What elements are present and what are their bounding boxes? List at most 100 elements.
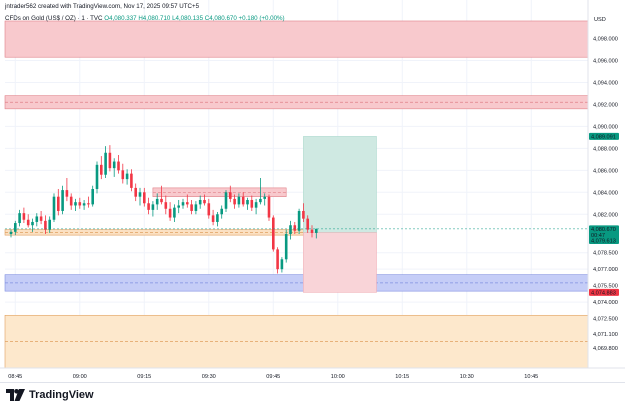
candle-body-63 bbox=[280, 259, 284, 270]
tradingview-logo-text: TradingView bbox=[29, 389, 94, 401]
candle-body-24 bbox=[112, 161, 116, 169]
price-label-bg-2 bbox=[589, 236, 619, 244]
candle-body-66 bbox=[293, 225, 297, 231]
footer-bar: TradingView bbox=[0, 382, 625, 410]
candle-body-13 bbox=[65, 190, 69, 197]
time-tick-4: 09:45 bbox=[266, 374, 280, 380]
price-tick-15: 4,069.800 bbox=[593, 346, 618, 352]
candle-body-8 bbox=[44, 220, 47, 230]
chart-author-line: jntrader562 created with TradingView.com… bbox=[5, 3, 200, 10]
candle-body-32 bbox=[147, 203, 150, 210]
ohlc-high: H4,080.710 bbox=[138, 15, 171, 22]
price-axis[interactable]: 4,098.000 4,096.000 4,094.000 4,092.000 4,09… bbox=[593, 37, 618, 353]
price-label-text-1: 4,080.670 bbox=[591, 227, 616, 233]
ohlc-low: L4,080.135 bbox=[172, 15, 204, 22]
tradingview-logo[interactable]: TradingView bbox=[6, 389, 94, 401]
candle-body-10 bbox=[52, 196, 56, 220]
price-tick-9: 4,078.500 bbox=[593, 251, 618, 257]
candle-body-39 bbox=[177, 205, 180, 208]
candle-body-9 bbox=[48, 219, 51, 230]
price-label-text-2: 4,079.613 bbox=[591, 238, 616, 244]
candle-body-50 bbox=[224, 192, 228, 209]
candle-body-45 bbox=[203, 199, 206, 204]
candle-body-37 bbox=[168, 208, 172, 218]
candle-body-12 bbox=[61, 190, 64, 211]
candle-body-28 bbox=[130, 173, 133, 188]
candle-body-40 bbox=[181, 202, 185, 206]
price-tick-10: 4,077.000 bbox=[593, 267, 618, 273]
ohlc-change: +0.180 (+0.00%) bbox=[238, 15, 285, 22]
time-tick-8: 10:45 bbox=[524, 374, 538, 380]
candle-body-54 bbox=[241, 196, 245, 205]
price-tick-11: 4,075.500 bbox=[593, 284, 618, 290]
chart-header: jntrader562 created with TradingView.com… bbox=[5, 3, 285, 22]
price-label-bg-3 bbox=[589, 288, 619, 296]
candle-body-20 bbox=[95, 164, 99, 189]
price-tick-13: 4,072.500 bbox=[593, 317, 618, 323]
symbol-name[interactable]: CFDs on Gold (US$ / OZ) · 1 · TVC bbox=[5, 15, 103, 22]
candle-body-48 bbox=[216, 214, 219, 222]
ohlc-close: C4,080.670 bbox=[204, 15, 237, 22]
price-tick-5: 4,088.000 bbox=[593, 146, 618, 152]
time-axis[interactable]: 08:45 09:00 09:15 09:30 09:45 10:00 10:15 10:30… bbox=[8, 374, 538, 380]
candle-body-11 bbox=[57, 196, 60, 211]
candle-body-70 bbox=[310, 229, 314, 233]
candle-body-49 bbox=[220, 208, 223, 215]
candle-body-36 bbox=[164, 202, 168, 209]
candle-body-53 bbox=[237, 196, 241, 205]
candle-body-58 bbox=[259, 198, 262, 203]
time-tick-1: 09:00 bbox=[73, 374, 87, 380]
price-label-text-0: 4,089.091 bbox=[591, 134, 616, 140]
candle-body-43 bbox=[194, 204, 198, 211]
price-tick-0: 4,098.000 bbox=[593, 37, 618, 43]
time-tick-0: 08:45 bbox=[8, 374, 22, 380]
candle-body-41 bbox=[186, 202, 189, 205]
candle-body-60 bbox=[267, 196, 271, 218]
long-position-tool[interactable] bbox=[303, 136, 377, 293]
price-chart[interactable]: USD 4,098.000 4,096.000 4,094.000 4,092.000… bbox=[0, 0, 625, 382]
candle-body-6 bbox=[35, 216, 39, 222]
candle-body-67 bbox=[297, 210, 301, 231]
candle-body-4 bbox=[26, 219, 30, 226]
candle-body-64 bbox=[284, 234, 288, 260]
currency-label: USD bbox=[594, 17, 606, 23]
candle-body-26 bbox=[121, 170, 125, 180]
price-tick-1: 4,096.000 bbox=[593, 59, 618, 65]
time-tick-5: 10:00 bbox=[331, 374, 345, 380]
candle-body-22 bbox=[104, 152, 107, 175]
red-supply-zone bbox=[4, 20, 589, 58]
candle-body-25 bbox=[117, 161, 120, 171]
price-tick-4: 4,090.000 bbox=[593, 124, 618, 130]
candle-body-62 bbox=[276, 249, 279, 270]
time-tick-2: 09:15 bbox=[137, 374, 151, 380]
candle-body-23 bbox=[108, 152, 112, 169]
zones-layer bbox=[4, 20, 589, 369]
position-stop-zone bbox=[303, 232, 377, 293]
candle-body-55 bbox=[246, 199, 249, 205]
candle-body-17 bbox=[82, 203, 86, 206]
price-label-bg-1 bbox=[589, 225, 619, 239]
tradingview-logo-icon bbox=[6, 389, 25, 401]
candle-body-30 bbox=[138, 192, 142, 197]
price-label-countdown-1: 00:47 bbox=[591, 233, 605, 239]
candle-body-7 bbox=[39, 216, 43, 221]
candle-body-57 bbox=[254, 202, 258, 208]
candle-body-16 bbox=[78, 202, 82, 206]
candle-body-1 bbox=[14, 223, 17, 232]
symbol-legend: CFDs on Gold (US$ / OZ) · 1 · TVC O4,080… bbox=[5, 15, 285, 22]
candle-body-19 bbox=[91, 189, 94, 205]
candle-body-31 bbox=[143, 192, 146, 204]
candle-body-29 bbox=[134, 187, 137, 197]
price-tick-6: 4,086.000 bbox=[593, 168, 618, 174]
candle-body-38 bbox=[173, 207, 176, 218]
price-tick-7: 4,084.000 bbox=[593, 190, 618, 196]
candle-body-52 bbox=[233, 198, 236, 205]
candle-body-56 bbox=[250, 199, 254, 208]
candle-body-69 bbox=[306, 218, 309, 230]
candle-body-5 bbox=[31, 221, 34, 226]
candle-body-59 bbox=[263, 196, 266, 199]
price-label-text-3: 4,074.883 bbox=[591, 290, 616, 296]
position-target-zone bbox=[303, 136, 377, 233]
candle-body-44 bbox=[198, 199, 202, 205]
